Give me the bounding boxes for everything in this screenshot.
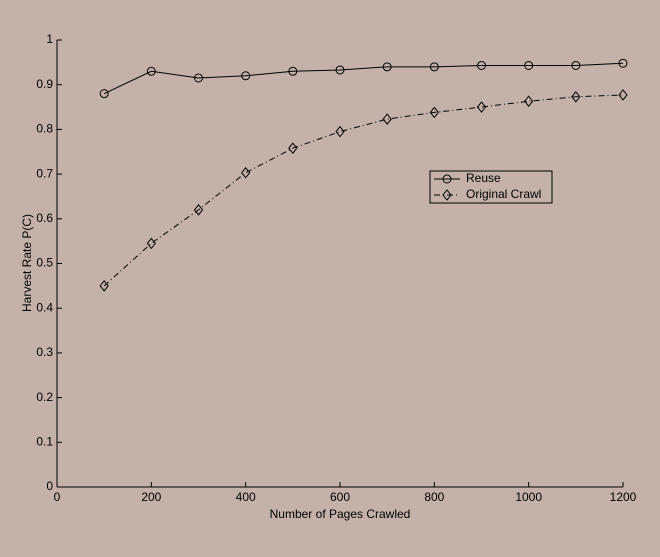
y-tick-label: 0.9 <box>36 77 53 91</box>
marker <box>382 62 392 72</box>
y-tick-label: 0.6 <box>36 211 53 225</box>
x-tick-label: 800 <box>424 490 444 504</box>
marker <box>476 101 487 113</box>
y-tick-label: 0.2 <box>36 390 53 404</box>
marker <box>429 106 439 119</box>
marker <box>524 60 534 70</box>
legend-label: Reuse <box>466 171 501 185</box>
y-tick-label: 0.8 <box>36 122 53 136</box>
marker <box>241 71 251 81</box>
marker <box>146 66 156 76</box>
marker <box>99 89 109 99</box>
x-tick-label: 600 <box>330 490 350 504</box>
marker <box>382 113 392 125</box>
marker <box>241 166 251 179</box>
y-tick-label: 0.5 <box>36 256 53 270</box>
marker <box>335 65 345 75</box>
x-tick-label: 400 <box>236 490 256 504</box>
marker <box>571 90 581 103</box>
x-tick-label: 200 <box>141 490 161 504</box>
marker <box>618 89 628 101</box>
legend-label: Original Crawl <box>466 187 541 201</box>
marker <box>99 280 109 292</box>
y-tick-label: 0.3 <box>36 345 53 359</box>
marker <box>442 174 452 184</box>
marker <box>194 73 203 83</box>
data-line <box>103 94 624 287</box>
data-line <box>103 62 624 95</box>
x-tick-label: 1000 <box>515 490 542 504</box>
x-axis-label: Number of Pages Crawled <box>270 507 411 521</box>
y-tick-label: 1 <box>46 32 53 46</box>
marker <box>442 189 452 201</box>
x-tick-label: 0 <box>54 490 61 504</box>
y-tick-label: 0.4 <box>36 300 53 314</box>
marker <box>524 95 534 108</box>
marker <box>429 62 439 72</box>
y-tick-label: 0.7 <box>36 166 53 180</box>
x-tick-label: 1200 <box>610 490 637 504</box>
y-axis-label: Harvest Rate P(C) <box>20 214 34 312</box>
marker <box>571 60 581 70</box>
y-tick-label: 0 <box>46 479 53 493</box>
marker <box>335 125 345 138</box>
marker <box>477 60 486 70</box>
marker <box>193 204 204 216</box>
marker <box>288 66 298 76</box>
marker <box>618 58 628 68</box>
y-tick-label: 0.1 <box>36 434 53 448</box>
marker <box>288 142 298 154</box>
marker <box>146 237 156 250</box>
